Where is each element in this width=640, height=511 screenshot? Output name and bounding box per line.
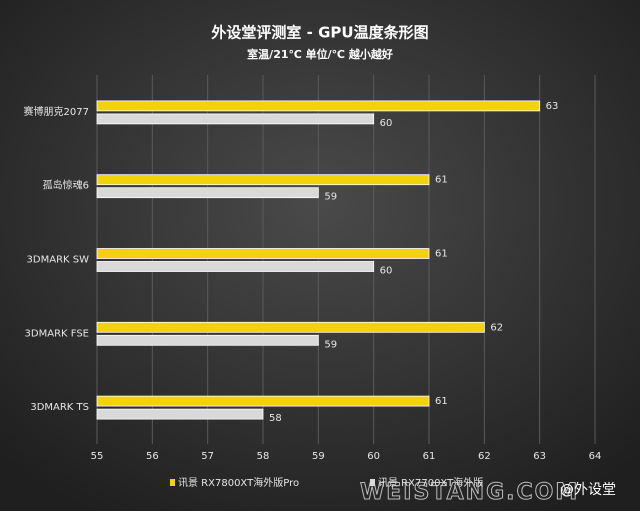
- x-tick-label: 63: [533, 451, 546, 462]
- value-label: 61: [435, 249, 448, 260]
- x-tick-label: 56: [146, 451, 159, 462]
- bar: [96, 334, 319, 346]
- bar: [96, 408, 264, 420]
- y-tick-label: 3DMARK FSE: [25, 328, 89, 339]
- y-tick-label: 3DMARK TS: [30, 402, 89, 413]
- value-label: 61: [435, 175, 448, 186]
- bar: [96, 321, 485, 333]
- watermark: @外设堂: [560, 482, 616, 498]
- bar: [96, 174, 430, 186]
- value-label: 61: [435, 396, 448, 407]
- value-label: 62: [490, 322, 503, 333]
- x-tick-label: 59: [312, 451, 325, 462]
- value-label: 59: [324, 339, 337, 350]
- legend-swatch: [170, 479, 175, 486]
- bar: [96, 248, 430, 259]
- bar: [96, 113, 375, 125]
- x-tick-label: 55: [91, 451, 104, 462]
- bar: [96, 261, 375, 272]
- bar: [96, 187, 319, 199]
- value-label: 63: [546, 101, 559, 112]
- x-tick-label: 64: [589, 451, 602, 462]
- x-tick-label: 62: [478, 451, 491, 462]
- chart-title: 外设堂评测室 - GPU温度条形图: [210, 24, 428, 42]
- y-tick-label: 孤岛惊魂6: [43, 179, 89, 192]
- legend-label: 讯景 RX7800XT海外版Pro: [178, 476, 299, 489]
- chart-subtitle: 室温/21℃ 单位/℃ 越小越好: [247, 47, 393, 61]
- value-label: 60: [380, 118, 393, 129]
- legend-label: 讯景 RX7700XT海外版: [378, 476, 483, 489]
- x-tick-label: 57: [201, 451, 214, 462]
- bar: [96, 395, 430, 407]
- watermark: WEISTANG.COM: [360, 480, 579, 505]
- value-label: 59: [324, 192, 337, 203]
- legend-swatch: [370, 479, 375, 486]
- y-tick-label: 赛博朋克2077: [24, 105, 89, 118]
- bar: [96, 100, 541, 112]
- x-tick-label: 61: [423, 451, 436, 462]
- x-tick-label: 58: [257, 451, 270, 462]
- x-tick-label: 60: [367, 451, 380, 462]
- value-label: 60: [380, 266, 393, 277]
- value-label: 58: [269, 413, 282, 424]
- y-tick-label: 3DMARK SW: [27, 255, 90, 266]
